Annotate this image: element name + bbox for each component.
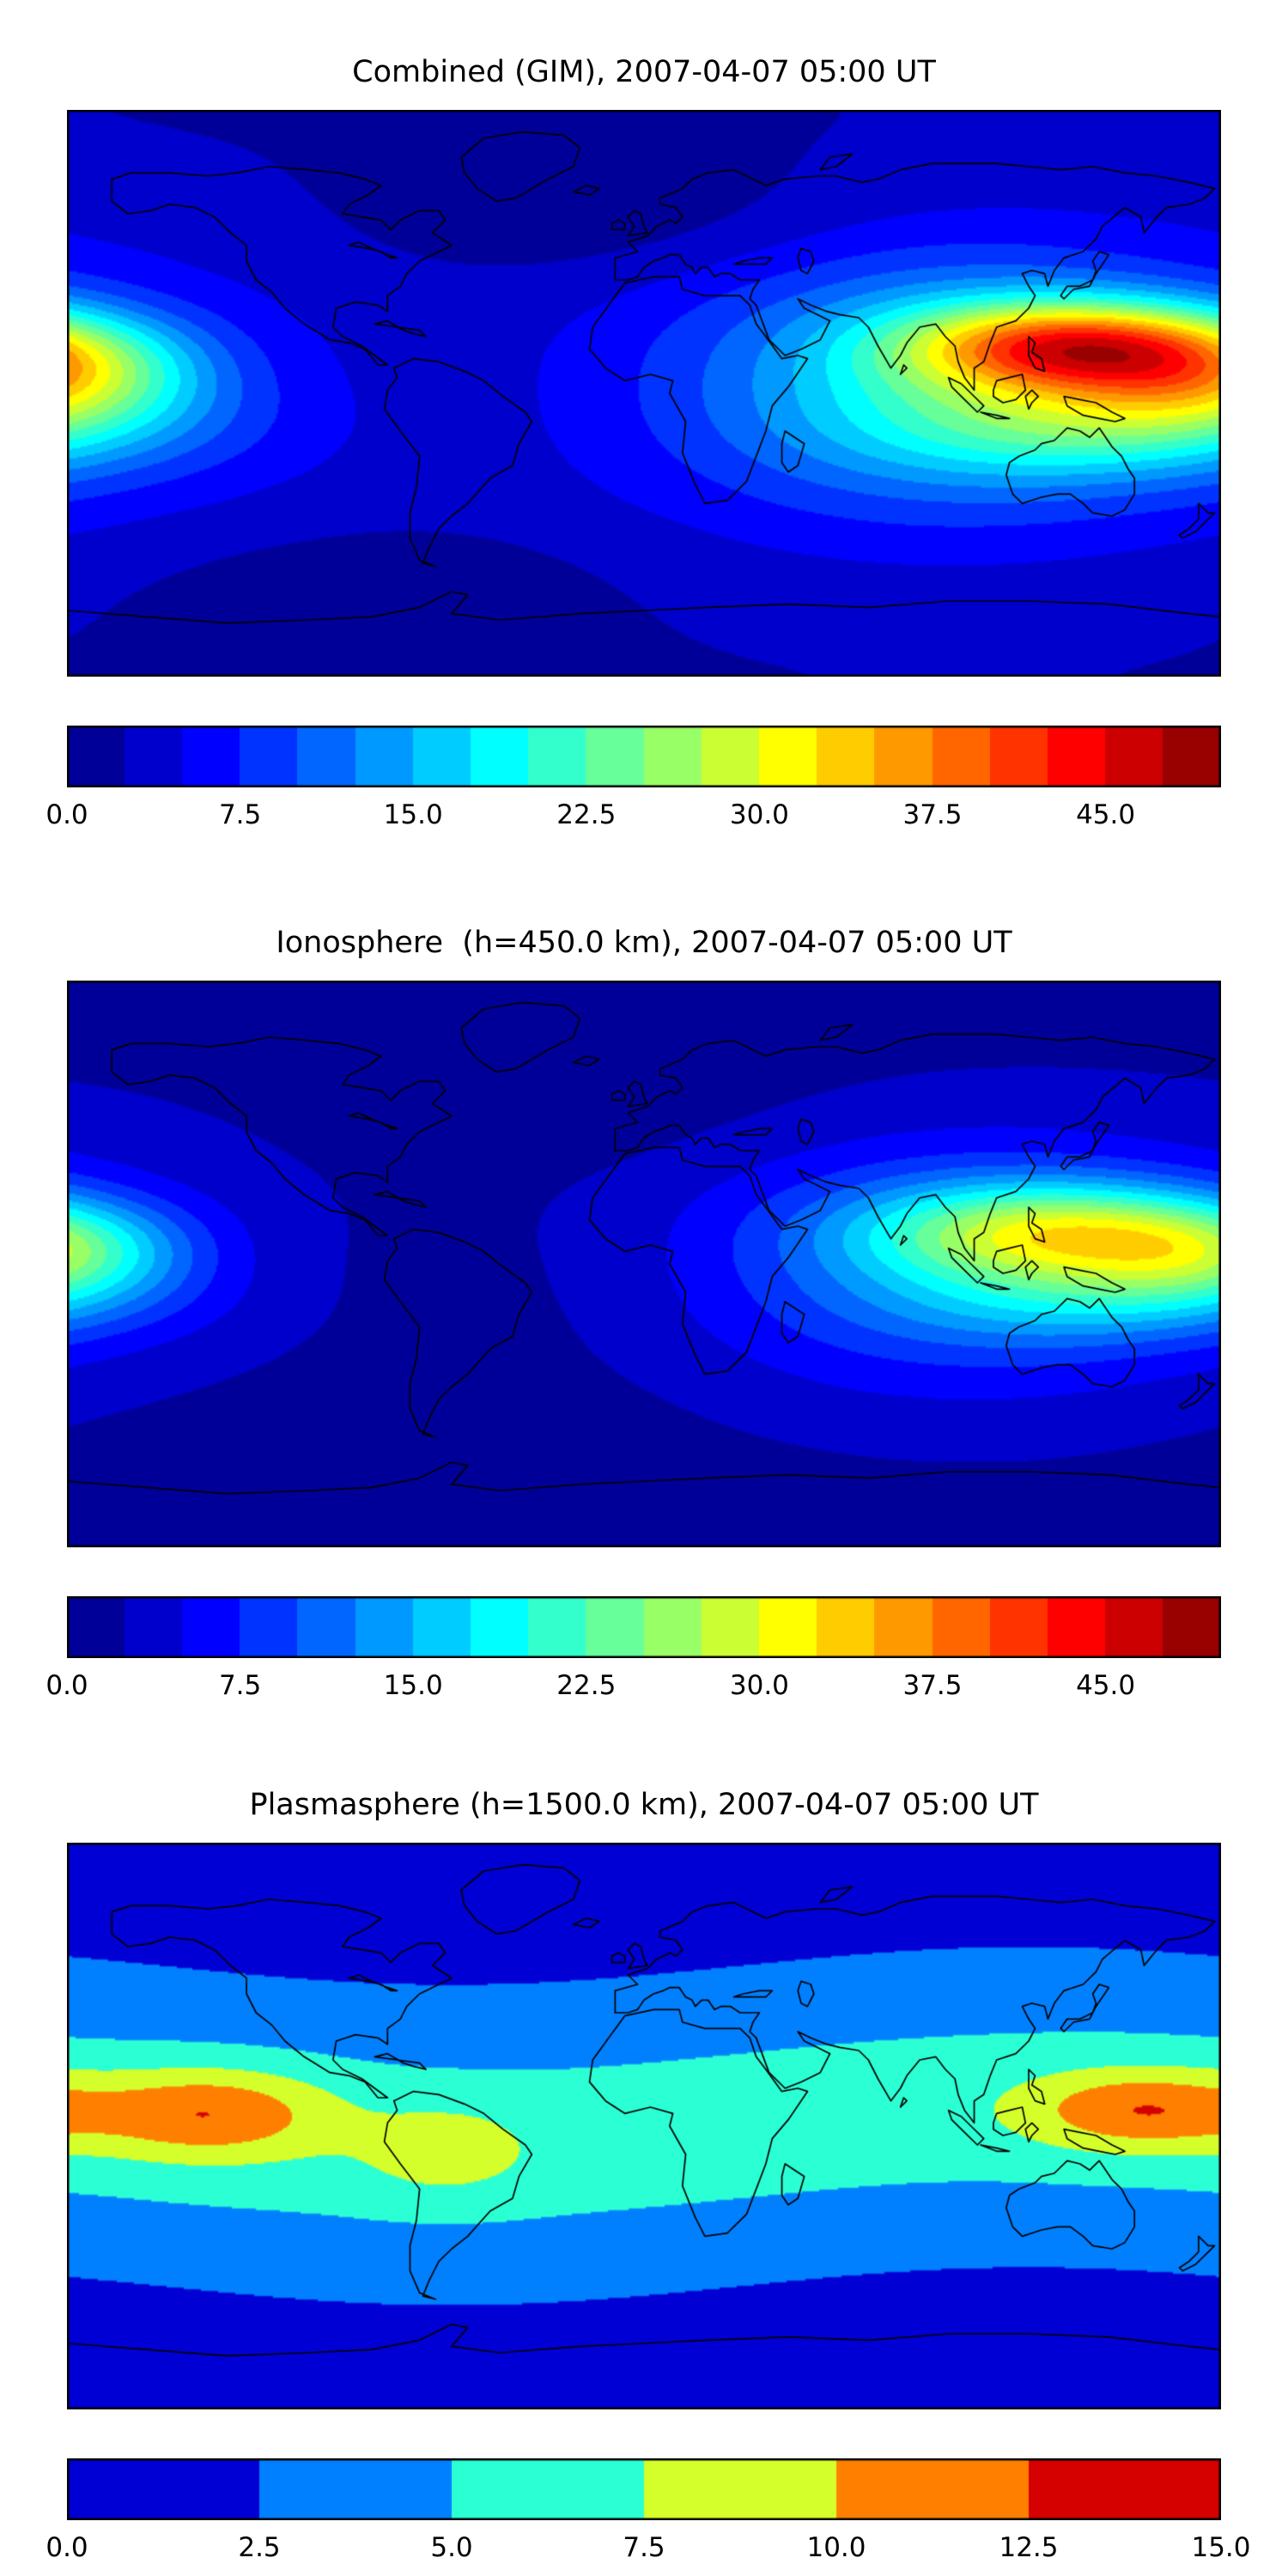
world-map-combined — [67, 110, 1221, 677]
colorbar-plasmasphere — [67, 2458, 1221, 2520]
colorbar-tick-label: 37.5 — [902, 799, 963, 830]
colorbar-combined — [67, 726, 1221, 787]
world-map-ionosphere — [67, 981, 1221, 1547]
colorbar-tick-label: 2.5 — [238, 2532, 281, 2563]
colorbar-tick-label: 0.0 — [46, 799, 88, 830]
colorbar-tick-label: 7.5 — [218, 799, 262, 830]
colorbar-tick-label: 12.5 — [999, 2532, 1059, 2563]
colorbar-tick-label: 22.5 — [556, 799, 617, 830]
panel-title-ionosphere: Ionosphere (h=450.0 km), 2007-04-07 05:0… — [276, 926, 1012, 960]
colorbar-tick-label: 10.0 — [806, 2532, 866, 2563]
colorbar-tick-label: 5.0 — [430, 2532, 473, 2563]
colorbar-tick-label: 15.0 — [1191, 2532, 1251, 2563]
colorbar-tick-label: 30.0 — [729, 1670, 789, 1701]
colorbar-ticks-ionosphere: 0.0 7.5 15.0 22.5 30.0 37.5 45.0 — [0, 1668, 1288, 1706]
colorbar-tick-label: 7.5 — [623, 2532, 665, 2563]
panel-ionosphere: Ionosphere (h=450.0 km), 2007-04-07 05:0… — [0, 922, 1288, 1721]
colorbar-tick-label: 0.0 — [46, 1670, 88, 1701]
colorbar-tick-label: 30.0 — [729, 799, 789, 830]
colorbar-tick-label: 45.0 — [1076, 1670, 1136, 1701]
panel-plasmasphere: Plasmasphere (h=1500.0 km), 2007-04-07 0… — [0, 1784, 1288, 2576]
colorbar-tick-label: 0.0 — [46, 2532, 88, 2563]
colorbar-tick-label: 15.0 — [383, 1670, 443, 1701]
panel-combined-gim: Combined (GIM), 2007-04-07 05:00 UT 0.0 7… — [0, 52, 1288, 850]
colorbar-tick-label: 22.5 — [556, 1670, 617, 1701]
colorbar-tick-label: 15.0 — [383, 799, 443, 830]
colorbar-tick-label: 7.5 — [218, 1670, 262, 1701]
colorbar-tick-label: 45.0 — [1076, 799, 1136, 830]
panel-title-plasmasphere: Plasmasphere (h=1500.0 km), 2007-04-07 0… — [249, 1788, 1039, 1822]
panel-title-combined: Combined (GIM), 2007-04-07 05:00 UT — [352, 55, 936, 89]
colorbar-tick-label: 37.5 — [902, 1670, 963, 1701]
colorbar-ticks-combined: 0.0 7.5 15.0 22.5 30.0 37.5 45.0 — [0, 798, 1288, 835]
colorbar-ticks-plasmasphere: 0.0 2.5 5.0 7.5 10.0 12.5 15.0 — [0, 2530, 1288, 2568]
world-map-plasmasphere — [67, 1843, 1221, 2409]
colorbar-ionosphere — [67, 1596, 1221, 1658]
